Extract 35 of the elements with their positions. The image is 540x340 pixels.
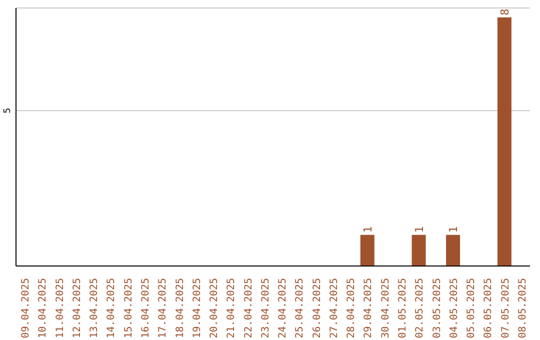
x-tick-label: 28.04.2025	[346, 278, 358, 338]
x-tick-label: 07.05.2025	[500, 278, 512, 338]
x-tick-label: 12.04.2025	[72, 278, 83, 338]
x-tick-label: 20.04.2025	[209, 278, 220, 338]
x-tick-label: 10.04.2025	[38, 278, 49, 338]
data-label: 1	[412, 226, 426, 233]
x-tick-label: 18.04.2025	[174, 278, 186, 338]
x-tick-label: 29.04.2025	[363, 278, 374, 338]
x-tick-label: 27.04.2025	[328, 278, 340, 338]
x-tick-label: 22.04.2025	[243, 278, 254, 338]
x-tick-label: 17.04.2025	[158, 278, 169, 338]
x-tick-label: 30.04.2025	[380, 278, 392, 338]
x-tick-label: 11.04.2025	[54, 278, 66, 338]
x-tick-label: 09.04.2025	[20, 278, 32, 338]
x-tick-label: 03.05.2025	[432, 278, 443, 338]
x-tick-label: 13.04.2025	[89, 278, 100, 338]
data-label: 8	[498, 8, 512, 16]
x-tick-label: 04.05.2025	[448, 278, 460, 338]
x-tick-label: 16.04.2025	[140, 278, 152, 338]
data-label: 1	[361, 226, 374, 233]
x-tick-label: 02.05.2025	[414, 278, 426, 338]
x-tick-label: 23.04.2025	[260, 278, 272, 338]
x-tick-label: 06.05.2025	[483, 278, 494, 338]
y-tick-label: 5	[3, 108, 13, 114]
x-tick-label: 25.04.2025	[294, 278, 306, 338]
x-tick-label: 21.04.2025	[226, 278, 238, 338]
x-tick-label: 19.04.2025	[192, 278, 203, 338]
x-tick-label: 26.04.2025	[312, 278, 323, 338]
x-tick-label: 24.04.2025	[278, 278, 289, 338]
x-tick-label: 01.05.2025	[398, 278, 408, 338]
x-tick-label: 14.04.2025	[106, 278, 118, 338]
data-label: 1	[447, 226, 460, 233]
x-tick-label: 05.05.2025	[466, 278, 478, 338]
x-tick-label: 08.05.2025	[517, 278, 528, 338]
x-tick-label: 15.04.2025	[123, 278, 134, 338]
